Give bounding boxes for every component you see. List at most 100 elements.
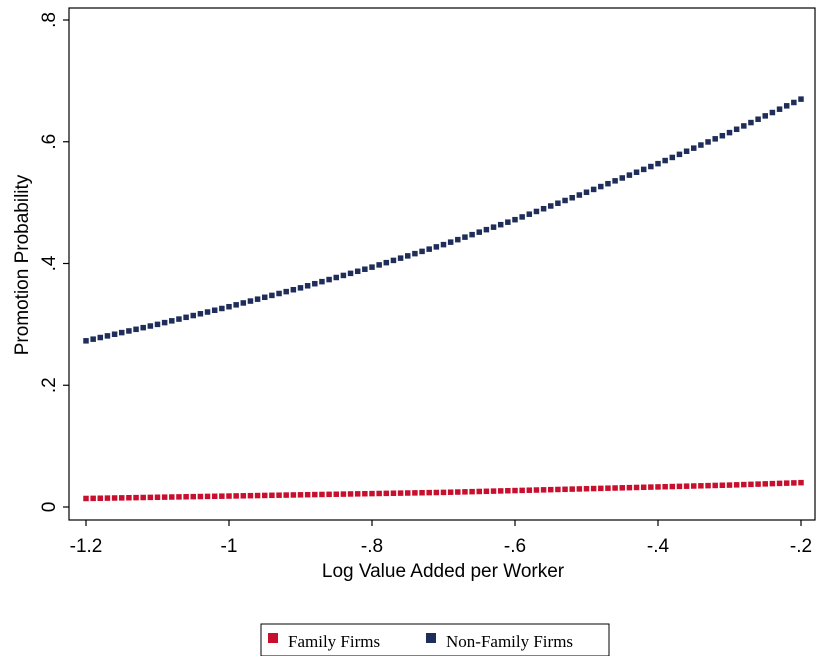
data-point: [233, 493, 239, 499]
data-point: [605, 485, 611, 491]
data-point: [497, 221, 504, 228]
data-point: [497, 488, 504, 494]
data-point: [555, 200, 561, 206]
y-tick-label: .8: [39, 12, 60, 28]
y-tick-label: .2: [39, 377, 60, 393]
data-point: [733, 482, 740, 488]
data-point: [512, 487, 518, 494]
data-point: [254, 296, 261, 302]
x-tick-label: -1.2: [70, 536, 103, 557]
data-point: [533, 487, 540, 493]
data-point: [283, 288, 289, 295]
data-point: [583, 189, 590, 196]
data-point: [612, 485, 618, 491]
data-point: [405, 490, 411, 496]
data-point: [126, 328, 132, 334]
data-point: [426, 489, 432, 496]
data-point: [397, 255, 404, 261]
data-point: [104, 333, 111, 339]
data-point: [412, 250, 418, 257]
data-point: [397, 490, 404, 496]
data-point: [648, 484, 654, 490]
data-point: [433, 244, 440, 250]
data-point: [140, 324, 146, 331]
data-point: [226, 493, 232, 499]
data-point: [147, 323, 154, 329]
data-point: [190, 312, 196, 319]
data-point: [119, 329, 125, 336]
data-point: [219, 305, 225, 312]
data-point: [419, 490, 425, 496]
data-point: [783, 103, 790, 109]
data-point: [247, 492, 254, 499]
data-point: [154, 494, 161, 501]
data-point: [326, 491, 332, 498]
data-point: [290, 492, 297, 498]
data-point: [412, 490, 418, 496]
data-point: [362, 490, 368, 497]
data-point: [755, 116, 761, 122]
data-point: [133, 494, 139, 501]
data-point: [476, 229, 482, 235]
data-point: [748, 119, 754, 126]
data-point: [748, 481, 754, 488]
data-point: [698, 142, 704, 148]
data-point: [240, 300, 247, 306]
data-point: [462, 234, 468, 240]
data-point: [297, 285, 304, 291]
data-point: [197, 311, 204, 317]
data-point: [240, 493, 247, 499]
data-point: [140, 494, 146, 501]
data-point: [369, 490, 375, 497]
legend-label: Non-Family Firms: [446, 632, 573, 651]
data-point: [533, 208, 540, 215]
data-point: [369, 264, 375, 270]
data-point: [712, 136, 718, 142]
data-point: [669, 154, 676, 161]
data-point: [304, 491, 311, 498]
data-point: [705, 139, 711, 145]
y-axis-label: Promotion Probability: [12, 174, 33, 355]
data-point: [676, 151, 683, 158]
data-point: [169, 318, 175, 324]
data-point: [712, 482, 718, 489]
data-point: [119, 495, 125, 501]
data-point: [390, 490, 397, 496]
data-point: [90, 495, 96, 502]
data-point: [776, 106, 783, 112]
data-point: [333, 274, 339, 281]
data-point: [312, 491, 318, 498]
data-point: [655, 160, 661, 167]
data-point: [555, 486, 561, 493]
data-point: [233, 302, 239, 308]
y-tick-label: .4: [39, 255, 60, 271]
x-tick-label: -.8: [361, 536, 383, 557]
data-point: [741, 123, 747, 129]
data-point: [612, 178, 618, 184]
y-tick-label: 0: [39, 502, 60, 513]
data-point: [276, 290, 282, 297]
data-point: [762, 113, 768, 119]
data-point: [226, 303, 232, 310]
data-point: [262, 492, 268, 499]
data-point: [319, 491, 325, 498]
data-point: [590, 485, 597, 492]
data-point: [440, 241, 447, 248]
data-point: [126, 494, 132, 501]
data-point: [648, 163, 654, 170]
x-axis-label: Log Value Added per Worker: [322, 561, 565, 582]
legend-swatch: [426, 633, 436, 643]
data-point: [312, 280, 318, 287]
data-point: [598, 485, 604, 492]
data-point: [483, 226, 490, 233]
data-point: [562, 197, 568, 204]
plot-area: [83, 96, 804, 502]
data-point: [204, 493, 211, 500]
data-point: [347, 491, 354, 497]
axes: 0 .2 .4 .6 .8 -1.2 -1 -.8 -.6 -.4 -.2: [39, 7, 816, 557]
data-point: [269, 492, 275, 499]
series-non-family-firms: [83, 96, 804, 344]
data-point: [440, 489, 447, 496]
data-point: [347, 270, 354, 277]
data-point: [455, 489, 461, 495]
